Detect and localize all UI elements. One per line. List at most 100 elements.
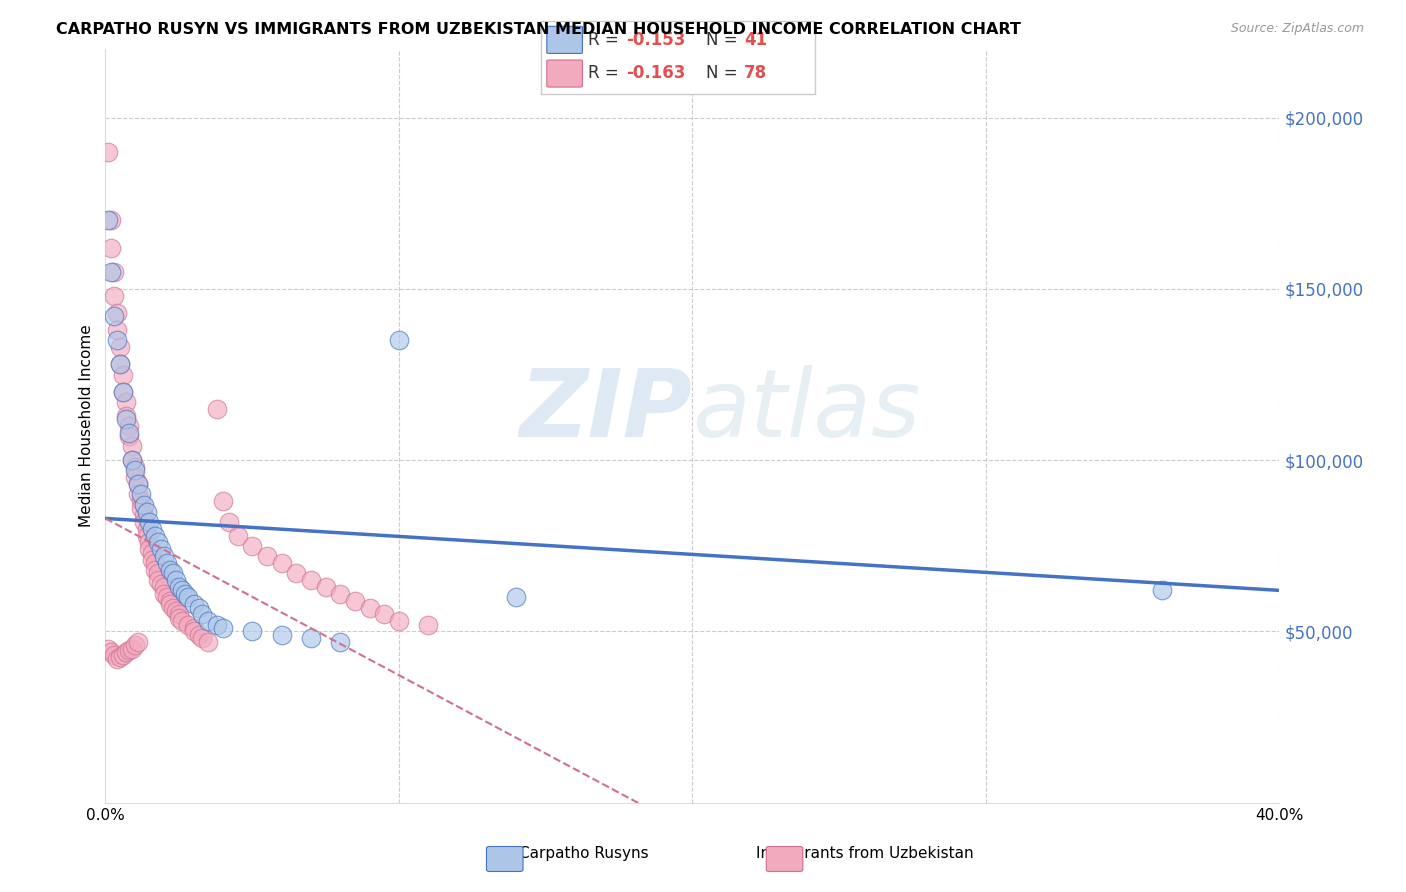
Point	[121, 453, 143, 467]
Text: -0.153: -0.153	[626, 30, 686, 48]
Point	[153, 580, 176, 594]
Point	[153, 549, 176, 563]
Point	[1150, 583, 1173, 598]
Point	[141, 522, 163, 536]
Point	[118, 429, 141, 443]
Point	[108, 340, 131, 354]
Point	[159, 563, 181, 577]
Point	[108, 357, 131, 371]
Point	[127, 477, 149, 491]
Text: 41: 41	[744, 30, 768, 48]
Text: R =: R =	[588, 30, 624, 48]
Point	[129, 501, 152, 516]
Point	[388, 333, 411, 347]
Point	[240, 539, 263, 553]
Point	[162, 566, 184, 581]
Point	[115, 395, 138, 409]
Point	[105, 306, 128, 320]
Point	[299, 632, 322, 646]
Point	[105, 323, 128, 337]
Point	[115, 412, 138, 426]
Text: N =: N =	[706, 64, 742, 82]
Point	[191, 607, 214, 622]
Point	[165, 573, 187, 587]
Text: ZIP: ZIP	[520, 365, 692, 457]
Point	[129, 494, 152, 508]
Point	[162, 600, 184, 615]
FancyBboxPatch shape	[541, 21, 815, 94]
Point	[103, 648, 125, 663]
Point	[148, 566, 170, 581]
Point	[388, 614, 411, 628]
Point	[173, 587, 195, 601]
Point	[153, 587, 176, 601]
Point	[132, 498, 155, 512]
Point	[148, 573, 170, 587]
Point	[135, 528, 157, 542]
Point	[138, 535, 160, 549]
Point	[270, 556, 292, 570]
Text: atlas: atlas	[692, 366, 921, 457]
Y-axis label: Median Household Income: Median Household Income	[79, 325, 94, 527]
Point	[170, 614, 193, 628]
Point	[141, 552, 163, 566]
Point	[205, 401, 228, 416]
Point	[343, 593, 366, 607]
Point	[183, 624, 205, 639]
Point	[183, 621, 205, 635]
Point	[132, 508, 155, 522]
FancyBboxPatch shape	[547, 27, 582, 54]
Point	[183, 597, 205, 611]
Point	[141, 546, 163, 560]
Point	[100, 213, 122, 227]
Point	[373, 607, 395, 622]
Point	[197, 634, 219, 648]
Point	[359, 600, 381, 615]
Point	[138, 515, 160, 529]
Point	[118, 419, 141, 434]
Point	[218, 515, 240, 529]
Point	[188, 628, 211, 642]
Point	[121, 641, 143, 656]
Point	[150, 576, 173, 591]
Point	[270, 628, 292, 642]
Point	[170, 583, 193, 598]
Point	[108, 650, 131, 665]
Point	[191, 632, 214, 646]
Point	[143, 563, 166, 577]
Point	[167, 607, 190, 622]
Point	[97, 145, 120, 159]
Point	[148, 535, 170, 549]
Point	[135, 522, 157, 536]
Point	[121, 453, 143, 467]
Point	[124, 638, 146, 652]
Text: N =: N =	[706, 30, 742, 48]
Point	[143, 556, 166, 570]
Point	[159, 593, 181, 607]
Point	[167, 580, 190, 594]
Point	[124, 460, 146, 475]
Point	[127, 634, 149, 648]
Point	[211, 494, 233, 508]
Text: 78: 78	[744, 64, 768, 82]
Point	[97, 213, 120, 227]
Point	[159, 597, 181, 611]
Point	[226, 528, 249, 542]
Point	[127, 477, 149, 491]
Point	[205, 617, 228, 632]
Point	[97, 641, 120, 656]
Point	[100, 265, 122, 279]
Point	[211, 621, 233, 635]
Point	[188, 600, 211, 615]
Text: Immigrants from Uzbekistan: Immigrants from Uzbekistan	[756, 847, 973, 861]
Point	[329, 587, 352, 601]
Point	[285, 566, 308, 581]
Point	[138, 542, 160, 557]
Point	[197, 614, 219, 628]
Point	[100, 241, 122, 255]
Point	[143, 528, 166, 542]
Point	[156, 556, 179, 570]
Point	[118, 425, 141, 440]
Point	[105, 652, 128, 666]
Point	[124, 463, 146, 477]
